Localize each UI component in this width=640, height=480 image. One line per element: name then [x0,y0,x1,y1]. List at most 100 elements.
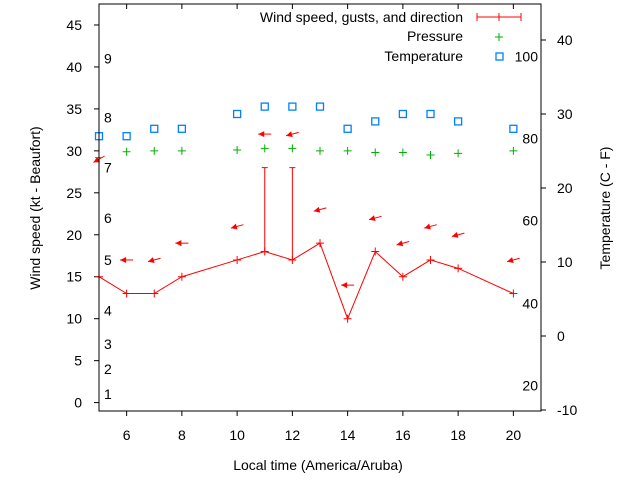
pressure-point [343,146,352,155]
temperature-point [260,102,269,111]
wind-speed-point [398,272,407,281]
y-tick-label: 25 [66,185,82,201]
legend-label-pressure: Pressure [407,28,463,44]
beaufort-label: 6 [104,210,112,226]
y2-tick-label: -10 [557,402,577,418]
x-tick-label: 14 [340,427,356,443]
wind-speed-point [122,289,131,298]
pressure-point [509,146,518,155]
x-tick-label: 8 [178,427,186,443]
y-tick-label: 20 [66,227,82,243]
wind-speed-point [150,289,159,298]
y-tick-label: 35 [66,101,82,117]
y-tick-label: 30 [66,143,82,159]
temperature-point [288,102,297,111]
legend-sample-wind [476,13,522,21]
fahrenheit-label: 60 [522,213,538,229]
wind-gust-bar [289,167,296,260]
beaufort-label: 1 [104,386,112,402]
beaufort-label: 8 [104,109,112,125]
fahrenheit-label: 40 [522,295,538,311]
temperature-point [343,124,352,133]
temperature-point [122,132,131,141]
wind-direction-arrowhead [341,282,348,289]
fahrenheit-label: 80 [522,130,538,146]
temperature-point [453,117,463,126]
temperature-point [232,109,242,119]
x-axis-label: Local time (America/Aruba) [233,457,403,473]
beaufort-label: 9 [104,51,112,67]
wind-speed-point [371,247,380,256]
x-tick-label: 6 [123,427,131,443]
temperature-point [315,102,325,111]
legend-label-wind: Wind speed, gusts, and direction [260,9,463,25]
pressure-point [122,147,131,156]
y2-tick-label: 0 [557,328,565,344]
x-tick-label: 20 [506,427,522,443]
pressure-point [260,144,269,153]
plot-frame [98,3,542,412]
wind-direction-arrowhead [93,156,101,163]
legend-label-temperature: Temperature [384,48,463,64]
wind-direction-arrowhead [258,131,265,138]
y-tick-label: 40 [66,59,82,75]
y-tick-label: 10 [66,311,82,327]
wind-gust-bar [261,167,268,252]
y2-tick-label: 40 [557,32,573,48]
legend: Wind speed, gusts, and direction Pressur… [260,9,522,64]
y-tick-label: 5 [74,353,82,369]
pressure-point [371,148,380,157]
temperature-point [426,109,435,119]
y2-tick-label: 20 [557,180,573,196]
temperature-point [509,124,518,133]
pressure-point [177,146,186,155]
y-tick-label: 45 [66,17,82,33]
wind-speed-point [426,255,435,264]
temperature-point [398,109,408,119]
wind-direction-arrowhead [230,223,238,230]
wind-direction-arrowhead [175,240,182,247]
temperature-point [150,124,159,133]
wind-direction-arrowhead [424,223,431,230]
wind-speed-point [454,264,463,273]
pressure-point [150,146,159,155]
pressure-point [316,146,324,155]
x-tick-label: 16 [395,427,411,443]
beaufort-label: 5 [104,252,112,268]
pressure-point [454,149,463,158]
pressure-point [233,146,242,155]
beaufort-label: 3 [104,336,112,352]
fahrenheit-label: 20 [522,378,538,394]
y-axis-label: Wind speed (kt - Beaufort) [27,126,43,289]
x-tick-label: 10 [229,427,245,443]
fahrenheit-label: 100 [515,48,539,64]
wind-speed-point [509,289,518,298]
wind-direction-arrowhead [451,232,459,238]
wind-direction-arrowhead [507,257,514,263]
wind-direction-arrowhead [147,257,155,263]
legend-sample-temperature [495,52,504,61]
wind-speed-point [343,314,352,323]
y-tick-label: 15 [66,269,82,285]
wind-speed-point [233,255,242,264]
pressure-point [288,144,297,153]
wind-direction-arrowhead [286,131,293,138]
temperature-point [177,124,187,133]
temperature-point [371,117,380,126]
wind-direction-arrowhead [120,256,127,263]
beaufort-label: 2 [104,361,112,377]
x-tick-label: 18 [450,427,466,443]
wind-direction-arrowhead [396,240,404,247]
legend-sample-pressure [495,33,503,41]
wind-speed-line [98,242,514,321]
wind-speed-point [316,239,324,248]
pressure-point [426,151,435,160]
y2-tick-label: 10 [557,254,573,270]
pressure-point [398,148,407,157]
y2-axis-label: Temperature (C - F) [597,147,613,270]
y-tick-label: 0 [74,395,82,411]
x-tick-label: 12 [285,427,301,443]
wind-speed-point [177,272,186,281]
y2-tick-label: 30 [557,106,573,122]
